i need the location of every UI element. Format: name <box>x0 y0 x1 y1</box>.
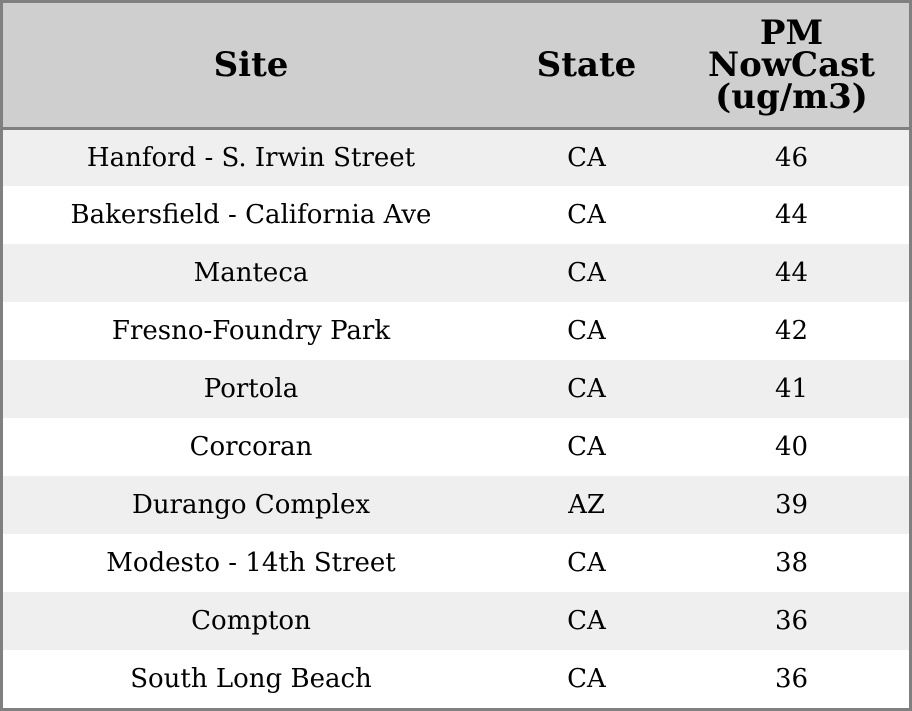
table-row: Fresno-Foundry Park CA 42 <box>3 302 909 360</box>
state-cell: CA <box>567 200 606 230</box>
state-cell: AZ <box>568 490 605 520</box>
pm-value-cell: 36 <box>774 606 809 636</box>
table-row: Modesto - 14th Street CA 38 <box>3 534 909 592</box>
state-cell: CA <box>567 374 606 404</box>
site-cell: Compton <box>191 606 311 636</box>
site-cell: South Long Beach <box>130 664 372 694</box>
site-cell: Bakersfield - California Ave <box>70 200 432 230</box>
column-header-pm-nowcast: PM NowCast (ug/m3) <box>674 3 909 130</box>
site-cell: Hanford - S. Irwin Street <box>86 142 416 173</box>
header-line: PM <box>759 12 824 53</box>
table-row: Durango Complex AZ 39 <box>3 476 909 534</box>
header-line: (ug/m3) <box>715 76 868 117</box>
header-line: State <box>536 44 637 85</box>
pm-value-cell: 46 <box>774 142 809 173</box>
pm-value-cell: 40 <box>774 432 809 462</box>
table-row: Manteca CA 44 <box>3 244 909 302</box>
pm-value-cell: 38 <box>774 548 809 578</box>
table-row: Hanford - S. Irwin Street CA 46 <box>3 128 909 186</box>
table-row: Compton CA 36 <box>3 592 909 650</box>
table-row: Corcoran CA 40 <box>3 418 909 476</box>
pm-nowcast-table: Site State PM NowCast (ug/m3) Hanford - … <box>3 3 909 708</box>
pm-value-cell: 36 <box>774 664 809 694</box>
table-row: Portola CA 41 <box>3 360 909 418</box>
site-cell: Durango Complex <box>131 490 371 520</box>
site-cell: Fresno-Foundry Park <box>111 316 391 346</box>
state-cell: CA <box>567 142 606 173</box>
pm-value-cell: 42 <box>774 316 809 346</box>
column-header-state: State <box>499 3 674 130</box>
state-cell: CA <box>567 548 606 578</box>
state-cell: CA <box>567 606 606 636</box>
site-cell: Corcoran <box>189 432 313 462</box>
state-cell: CA <box>567 432 606 462</box>
table-row: Bakersfield - California Ave CA 44 <box>3 186 909 244</box>
header-line: Site <box>213 44 289 85</box>
state-cell: CA <box>567 664 606 694</box>
state-cell: CA <box>567 316 606 346</box>
table-body: Hanford - S. Irwin Street CA 46 Bakersfield… <box>3 128 909 708</box>
pm-value-cell: 44 <box>774 258 809 288</box>
pm-value-cell: 41 <box>774 374 809 404</box>
column-header-site: Site <box>3 3 499 130</box>
pm-value-cell: 44 <box>774 200 809 230</box>
pm-value-cell: 39 <box>774 490 809 520</box>
site-cell: Modesto - 14th Street <box>106 548 396 578</box>
site-cell: Manteca <box>193 258 309 288</box>
header-line: NowCast <box>708 44 875 85</box>
table-row: South Long Beach CA 36 <box>3 650 909 708</box>
site-cell: Portola <box>203 374 299 404</box>
table-header-row: Site State PM NowCast (ug/m3) <box>3 3 909 130</box>
state-cell: CA <box>567 258 606 288</box>
